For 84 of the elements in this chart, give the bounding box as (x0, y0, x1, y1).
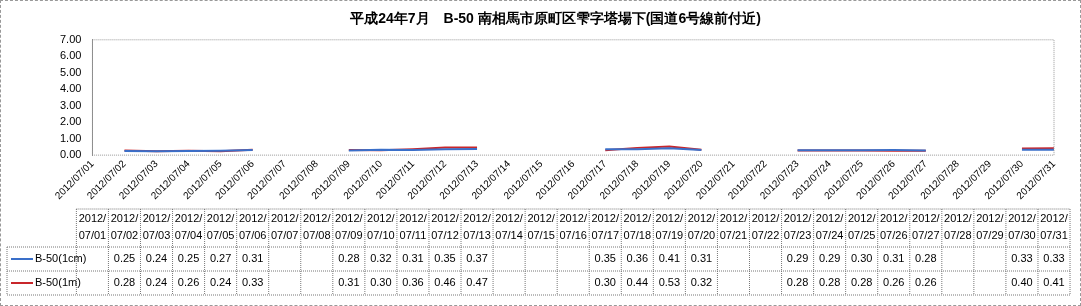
data-label: 0.44 (626, 276, 649, 289)
category-label: 2012/07/31 (1040, 212, 1068, 242)
y-tick-label: 4.00 (59, 82, 82, 95)
chart-title: 平成24年7月 B-50 南相馬市原町区雫字塔場下(国道6号線前付近) (349, 10, 761, 27)
category-label: 2012/07/21 (719, 212, 748, 242)
category-label: 2012/07/25 (847, 212, 876, 242)
data-label: 0.28 (786, 276, 809, 289)
data-label: 0.31 (241, 252, 264, 265)
data-label: 0.53 (658, 276, 681, 289)
data-label: 0.36 (626, 252, 649, 265)
category-label: 2012/07/28 (944, 212, 972, 242)
data-label: 0.35 (434, 252, 456, 265)
category-label: 2012/07/04 (174, 212, 203, 242)
y-tick-label: 1.00 (59, 131, 82, 144)
data-label: 0.33 (241, 276, 264, 289)
category-label: 2012/07/08 (303, 212, 331, 242)
data-label: 0.29 (818, 252, 841, 265)
data-label: 0.24 (209, 276, 232, 289)
category-label: 2012/07/24 (815, 212, 844, 242)
data-label: 0.47 (466, 276, 488, 289)
y-tick-label: 7.00 (59, 32, 82, 45)
data-label: 0.28 (915, 252, 937, 265)
category-label: 2012/07/18 (623, 212, 652, 242)
category-label: 2012/07/19 (655, 212, 684, 242)
data-label: 0.37 (466, 252, 488, 265)
data-label: 0.32 (370, 252, 392, 265)
data-label: 0.36 (402, 276, 424, 289)
data-label: 0.40 (1011, 276, 1033, 289)
legend-label: B-50(1cm) (35, 252, 87, 265)
data-label: 0.31 (883, 252, 905, 265)
data-label: 0.29 (786, 252, 809, 265)
category-label: 2012/07/22 (751, 212, 780, 242)
data-label: 0.25 (177, 252, 200, 265)
data-label: 0.30 (850, 252, 873, 265)
data-label: 0.24 (145, 276, 168, 289)
data-label: 0.31 (402, 252, 424, 265)
category-label: 2012/07/13 (463, 212, 491, 242)
category-label: 2012/07/02 (110, 212, 139, 242)
category-label: 2012/07/14 (495, 212, 523, 242)
data-label: 0.26 (883, 276, 905, 289)
data-label: 0.28 (113, 276, 136, 289)
category-label: 2012/07/09 (335, 212, 363, 242)
category-label: 2012/07/29 (976, 212, 1004, 242)
category-label: 2012/07/30 (1008, 212, 1036, 242)
category-label: 2012/07/27 (912, 212, 940, 242)
y-tick-label: 3.00 (59, 98, 82, 111)
data-label: 0.31 (690, 252, 713, 265)
data-label: 0.26 (915, 276, 937, 289)
category-label: 2012/07/06 (238, 212, 267, 242)
category-label: 2012/07/12 (431, 212, 459, 242)
data-label: 0.24 (145, 252, 168, 265)
category-label: 2012/07/01 (78, 212, 107, 242)
legend-label: B-50(1m) (35, 276, 81, 289)
data-label: 0.46 (434, 276, 456, 289)
category-label: 2012/07/05 (206, 212, 235, 242)
data-label: 0.33 (1011, 252, 1033, 265)
data-label: 0.33 (1043, 252, 1065, 265)
data-label: 0.26 (177, 276, 200, 289)
category-label: 2012/07/16 (559, 212, 587, 242)
y-tick-label: 2.00 (59, 115, 82, 128)
data-label: 0.32 (690, 276, 713, 289)
category-label: 2012/07/17 (591, 212, 620, 242)
data-label: 0.28 (338, 252, 360, 265)
data-label: 0.27 (209, 252, 232, 265)
data-label: 0.28 (818, 276, 841, 289)
data-label: 0.25 (113, 252, 136, 265)
y-tick-label: 5.00 (59, 65, 82, 78)
data-label: 0.35 (594, 252, 616, 265)
data-label: 0.31 (338, 276, 360, 289)
category-label: 2012/07/11 (399, 212, 427, 242)
data-label: 0.41 (658, 252, 681, 265)
y-tick-label: 0.00 (59, 148, 82, 161)
data-label: 0.41 (1043, 276, 1065, 289)
y-tick-label: 6.00 (59, 49, 82, 62)
data-label: 0.30 (370, 276, 392, 289)
data-label: 0.28 (850, 276, 873, 289)
category-label: 2012/07/07 (270, 212, 299, 242)
data-label: 0.30 (594, 276, 616, 289)
category-label: 2012/07/20 (687, 212, 716, 242)
category-label: 2012/07/10 (367, 212, 395, 242)
category-label: 2012/07/23 (783, 212, 812, 242)
category-label: 2012/07/15 (527, 212, 555, 242)
category-label: 2012/07/26 (879, 212, 908, 242)
category-label: 2012/07/03 (142, 212, 171, 242)
